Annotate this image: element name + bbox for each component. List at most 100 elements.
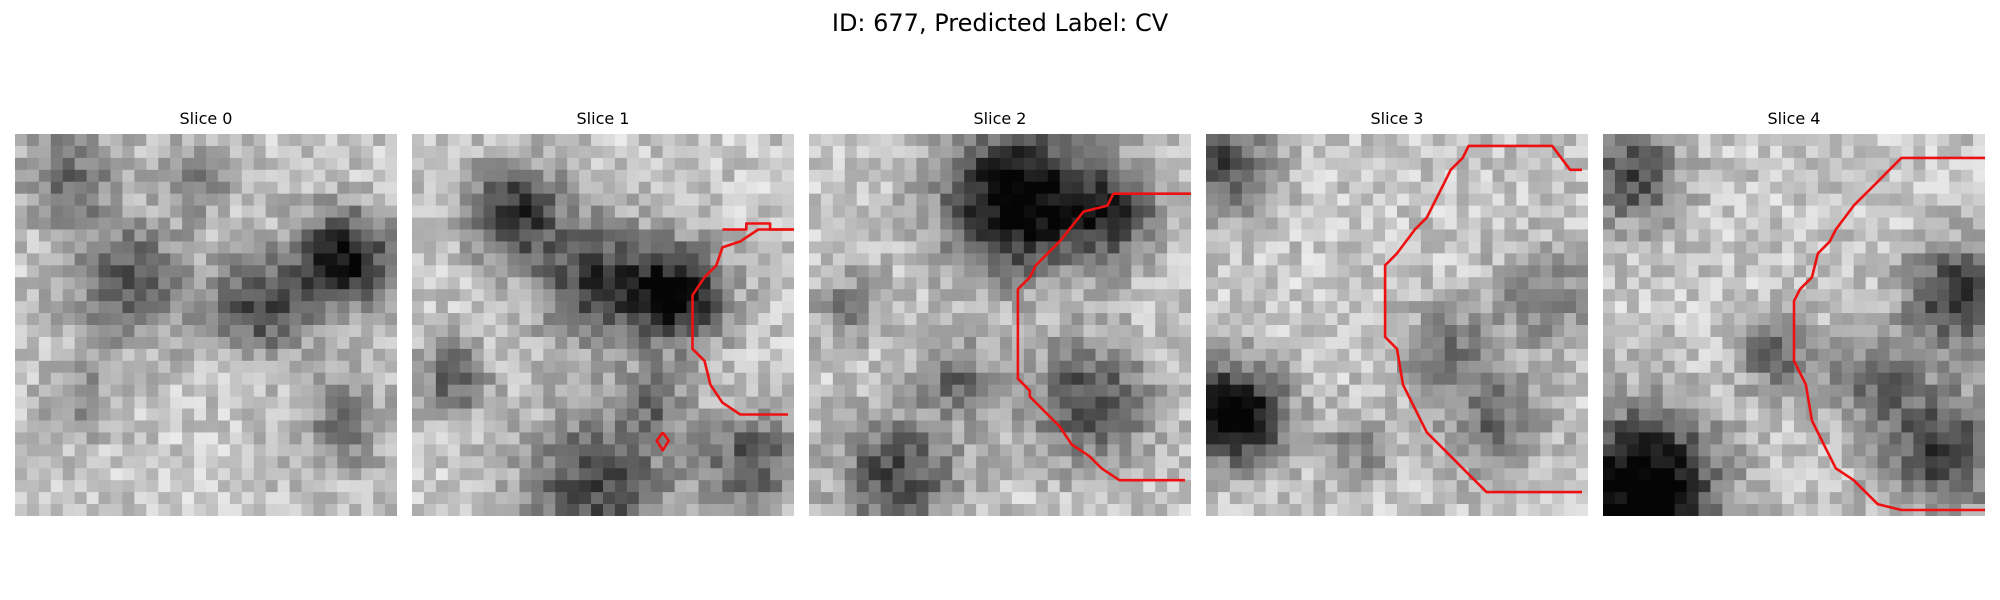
pixel-cell bbox=[1217, 396, 1231, 409]
pixel-cell bbox=[423, 420, 437, 433]
pixel-cell bbox=[916, 456, 929, 469]
pixel-cell bbox=[1277, 372, 1290, 386]
pixel-cell bbox=[988, 157, 1001, 171]
pixel-cell bbox=[1325, 181, 1338, 195]
pixel-cell bbox=[1011, 408, 1025, 421]
pixel-cell bbox=[1937, 205, 1950, 218]
pixel-cell bbox=[832, 241, 846, 254]
pixel-cell bbox=[361, 408, 374, 421]
pixel-cell bbox=[50, 325, 64, 338]
pixel-cell bbox=[50, 336, 64, 350]
pixel-cell bbox=[74, 360, 88, 374]
pixel-cell bbox=[158, 456, 171, 469]
pixel-cell bbox=[325, 372, 338, 386]
pixel-cell bbox=[1035, 336, 1049, 350]
pixel-cell bbox=[662, 408, 676, 421]
pixel-cell bbox=[519, 420, 532, 433]
pixel-cell bbox=[1289, 360, 1302, 374]
pixel-cell bbox=[182, 396, 195, 409]
pixel-cell bbox=[1035, 205, 1049, 218]
pixel-cell bbox=[1083, 265, 1096, 278]
pixel-cell bbox=[1000, 169, 1013, 183]
pixel-cell bbox=[277, 336, 290, 350]
pixel-cell bbox=[555, 181, 568, 195]
pixel-cell bbox=[519, 289, 532, 302]
pixel-cell bbox=[722, 325, 735, 338]
pixel-cell bbox=[579, 360, 592, 374]
pixel-cell bbox=[964, 289, 977, 302]
pixel-cell bbox=[820, 157, 834, 171]
pixel-cell bbox=[614, 313, 628, 326]
pixel-cell bbox=[1397, 408, 1410, 421]
pixel-cell bbox=[1361, 145, 1374, 159]
pixel-cell bbox=[844, 229, 858, 242]
pixel-cell bbox=[158, 193, 171, 207]
pixel-cell bbox=[734, 420, 747, 433]
pixel-cell bbox=[1564, 253, 1577, 266]
pixel-cell bbox=[856, 480, 870, 493]
pixel-cell bbox=[1217, 325, 1231, 338]
pixel-cell bbox=[1131, 396, 1144, 409]
pixel-cell bbox=[1686, 360, 1699, 374]
pixel-cell bbox=[1035, 134, 1049, 147]
pixel-cell bbox=[1277, 145, 1290, 159]
pixel-cell bbox=[543, 348, 556, 362]
pixel-cell bbox=[638, 289, 652, 302]
pixel-cell bbox=[1456, 492, 1470, 505]
pixel-cell bbox=[1119, 384, 1132, 398]
pixel-cell bbox=[229, 325, 243, 338]
pixel-cell bbox=[1603, 408, 1616, 421]
pixel-cell bbox=[122, 348, 135, 362]
pixel-cell bbox=[349, 492, 362, 505]
pixel-cell bbox=[1095, 396, 1108, 409]
pixel-cell bbox=[674, 372, 687, 386]
pixel-cell bbox=[373, 420, 386, 433]
pixel-cell bbox=[447, 492, 461, 505]
pixel-cell bbox=[1626, 289, 1640, 302]
pixel-cell bbox=[1576, 301, 1588, 314]
pixel-cell bbox=[952, 468, 965, 481]
pixel-cell bbox=[1638, 301, 1652, 314]
pixel-cell bbox=[1961, 289, 1974, 302]
pixel-cell bbox=[809, 492, 822, 505]
pixel-cell bbox=[1155, 504, 1168, 516]
pixel-cell bbox=[1083, 384, 1096, 398]
pixel-cell bbox=[1662, 325, 1676, 338]
pixel-cell bbox=[337, 408, 350, 421]
pixel-cell bbox=[844, 504, 858, 516]
pixel-cell bbox=[38, 360, 52, 374]
pixel-cell bbox=[1650, 348, 1664, 362]
pixel-cell bbox=[928, 193, 941, 207]
pixel-cell bbox=[1603, 241, 1616, 254]
pixel-cell bbox=[1817, 360, 1831, 374]
pixel-cell bbox=[1337, 313, 1350, 326]
pixel-cell bbox=[241, 325, 255, 338]
pixel-cell bbox=[1000, 384, 1013, 398]
pixel-cell bbox=[1143, 336, 1156, 350]
pixel-cell bbox=[385, 372, 397, 386]
pixel-cell bbox=[662, 301, 676, 314]
pixel-cell bbox=[710, 336, 723, 350]
pixel-cell bbox=[507, 444, 520, 457]
pixel-cell bbox=[1217, 301, 1231, 314]
pixel-cell bbox=[892, 504, 905, 516]
pixel-cell bbox=[555, 504, 568, 516]
pixel-cell bbox=[904, 420, 917, 433]
pixel-cell bbox=[1698, 277, 1711, 290]
pixel-cell bbox=[603, 408, 616, 421]
pixel-cell bbox=[1516, 265, 1529, 278]
pixel-cell bbox=[603, 193, 616, 207]
pixel-cell bbox=[1817, 313, 1831, 326]
pixel-cell bbox=[1889, 277, 1902, 290]
pixel-cell bbox=[1817, 253, 1831, 266]
pixel-cell bbox=[1337, 265, 1350, 278]
pixel-cell bbox=[1504, 289, 1517, 302]
pixel-cell bbox=[1638, 336, 1652, 350]
pixel-cell bbox=[1444, 181, 1458, 195]
pixel-cell bbox=[1973, 289, 1985, 302]
pixel-cell bbox=[722, 504, 735, 516]
pixel-cell bbox=[122, 408, 135, 421]
pixel-cell bbox=[1265, 384, 1279, 398]
pixel-cell bbox=[1047, 193, 1061, 207]
pixel-cell bbox=[746, 372, 759, 386]
